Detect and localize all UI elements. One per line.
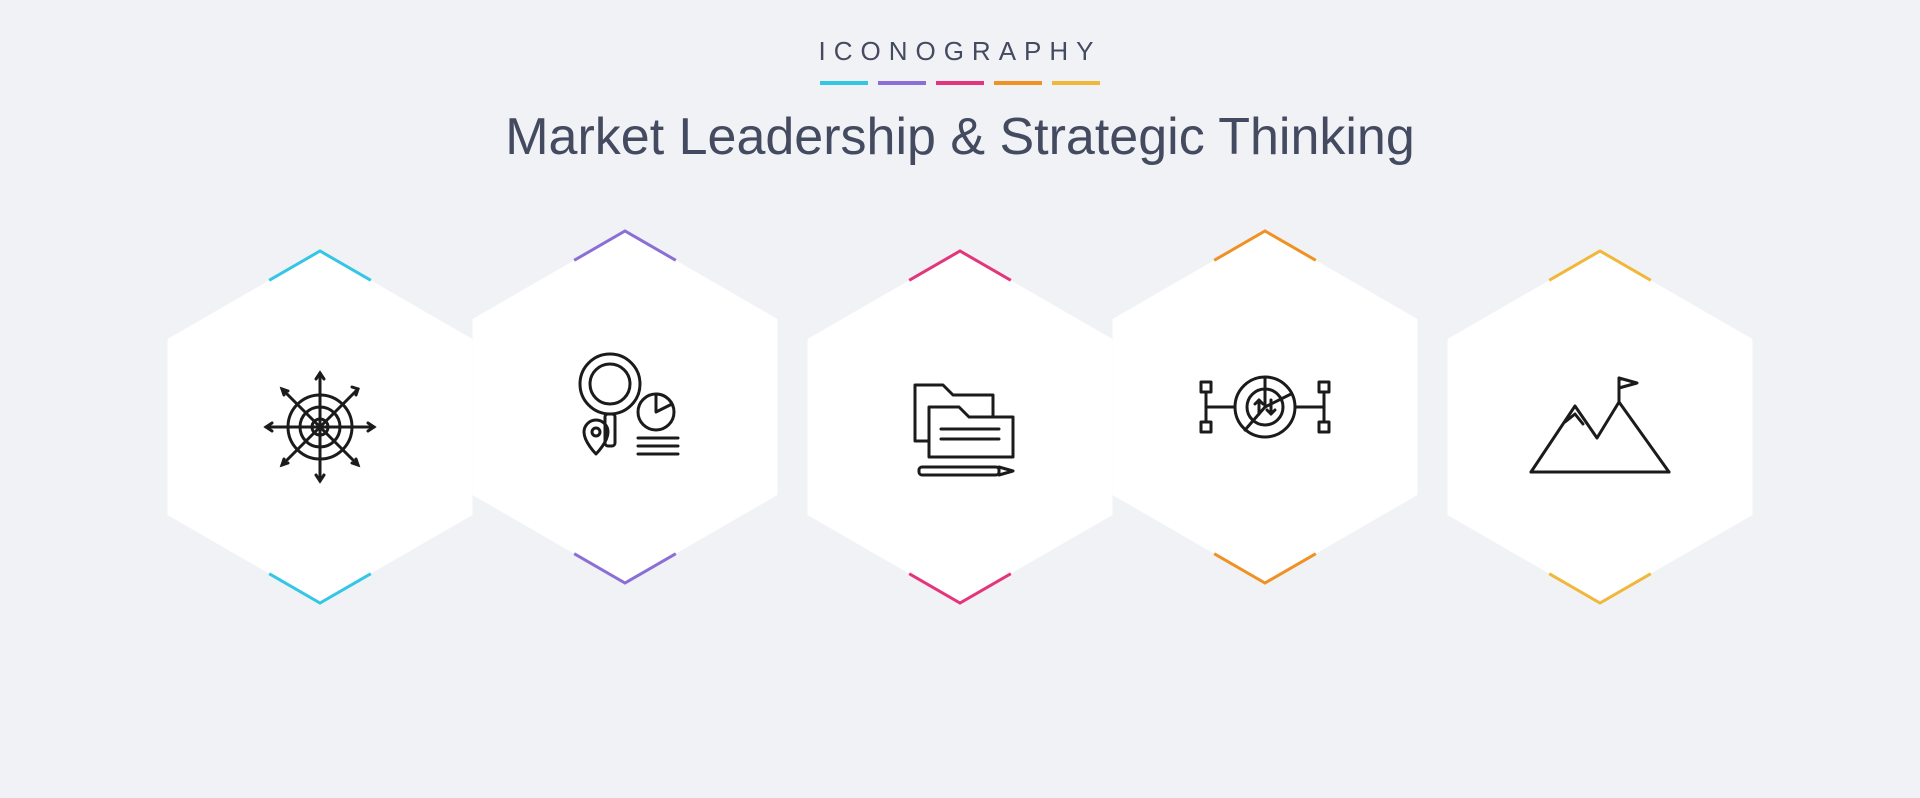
hex-tile — [1420, 247, 1780, 607]
accent-bar — [936, 81, 984, 85]
hex-tile — [1085, 227, 1445, 587]
page-title: Market Leadership & Strategic Thinking — [0, 107, 1920, 167]
accent-bar — [820, 81, 868, 85]
accent-bar — [994, 81, 1042, 85]
hex-tile — [445, 227, 805, 587]
accent-bar — [1052, 81, 1100, 85]
hexagon-row — [140, 227, 1780, 627]
folders-pencil-icon — [895, 362, 1025, 492]
search-analytics-icon — [560, 342, 690, 472]
mountain-flag-icon — [1535, 362, 1665, 492]
header: ICONOGRAPHY Market Leadership & Strategi… — [0, 0, 1920, 167]
accent-underline — [0, 81, 1920, 85]
pie-process-icon — [1200, 342, 1330, 472]
target-radial-icon — [255, 362, 385, 492]
brand-label: ICONOGRAPHY — [0, 36, 1920, 67]
accent-bar — [878, 81, 926, 85]
